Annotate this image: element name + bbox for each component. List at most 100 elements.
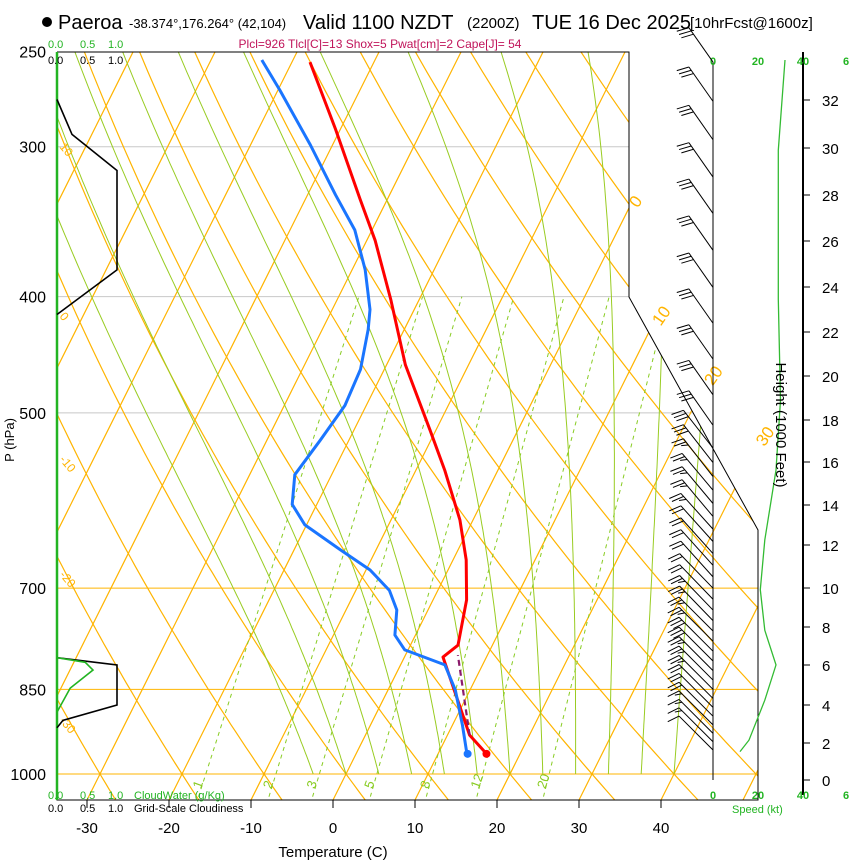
mixing-ratio-label: 8: [417, 778, 434, 790]
height-axis-label: Height (1000 Feet): [772, 362, 789, 487]
height-tick-label: 22: [822, 325, 839, 342]
moist-adiabat: [177, 52, 445, 775]
x-tick-label: 40: [653, 820, 670, 837]
cloudwater-tick-bottom: 1.0: [108, 790, 123, 802]
wind-barb: [669, 492, 714, 530]
cloudiness-tick-top: 0.0: [48, 55, 63, 67]
isotherm-label: 10: [648, 303, 674, 329]
cloudiness-tick-bottom: 0.5: [80, 803, 95, 815]
height-tick-label: 24: [822, 280, 839, 297]
wind-barb: [670, 479, 714, 517]
y-tick-label: 1000: [10, 767, 46, 784]
height-tick-label: 0: [822, 773, 830, 790]
height-tick-label: 8: [822, 620, 830, 637]
forecast-info: [10hrFcst@1600z]: [690, 15, 813, 32]
wind-barb: [667, 636, 714, 671]
height-tick-label: 30: [822, 141, 839, 158]
isotherm: [166, 52, 555, 800]
isotherm: [658, 52, 758, 800]
cloud-panel: [56, 99, 118, 729]
dry-adiabat-label: 0: [57, 309, 72, 323]
speed-tick-top: 20: [752, 56, 764, 68]
cloudwater-tick-bottom: 0.0: [48, 790, 63, 802]
wind-barb: [668, 553, 714, 589]
cloudwater-tick-top: 0.0: [48, 39, 63, 51]
dry-adiabat: [457, 52, 758, 800]
dry-adiabat: [620, 52, 758, 800]
moist-adiabat: [57, 52, 314, 775]
wind-barb: [671, 438, 714, 477]
height-tick-label: 32: [822, 93, 839, 110]
wind-speed-line: [739, 59, 786, 753]
height-tick-label: 28: [822, 188, 839, 205]
wind-barb: [667, 707, 714, 743]
y-tick-label: 250: [19, 45, 46, 62]
wind-barb: [668, 564, 714, 600]
dry-adiabat-label: -10: [57, 453, 79, 476]
mixing-ratio-label: 3: [303, 778, 320, 790]
temperature-line: [308, 61, 488, 755]
dry-adiabat: [840, 31, 850, 805]
x-axis-label: Temperature (C): [278, 844, 387, 860]
wind-barb: [667, 626, 714, 662]
wind-barb: [671, 409, 714, 449]
wind-barb: [676, 27, 714, 63]
isotherm: [57, 52, 391, 800]
station-marker-icon: [42, 17, 52, 27]
mixing-ratio-line: [195, 296, 360, 800]
valid-time: Valid 1100 NZDT: [303, 12, 453, 34]
isotherm: [84, 52, 473, 800]
cloudwater-tick-top: 1.0: [108, 39, 123, 51]
isotherm: [576, 52, 758, 800]
mixing-ratio-label: 20: [534, 772, 553, 791]
wind-panel: 0020204040660246810121416182022242628303…: [667, 27, 849, 802]
wind-barb: [676, 324, 714, 360]
x-tick-label: 10: [407, 820, 424, 837]
wind-barb: [676, 142, 714, 178]
plot-border: [56, 51, 759, 801]
station-name: Paeroa: [58, 12, 123, 34]
wind-barb: [669, 529, 714, 566]
dry-adiabat: [785, 31, 850, 805]
surface-dewpoint-dot: [463, 749, 472, 758]
mixing-ratio-line: [541, 296, 670, 800]
dry-adiabat: [130, 52, 620, 800]
dry-adiabat-label: -20: [57, 568, 79, 591]
isotherm-label: 20: [700, 363, 726, 389]
sounding-indices: Plcl=926 Tlcl[C]=13 Shox=5 Pwat[cm]=2 Ca…: [239, 37, 522, 51]
wind-barb: [676, 252, 714, 288]
wind-barb: [676, 178, 714, 214]
wind-barb: [667, 606, 714, 642]
dry-adiabat: [184, 52, 703, 800]
mixing-ratio-label: 5: [361, 778, 378, 790]
wind-barb: [670, 452, 714, 491]
speed-tick-top: 40: [797, 56, 809, 68]
dry-adiabat-label: 10: [57, 140, 77, 159]
moist-adiabat: [122, 52, 413, 775]
height-tick-label: 16: [822, 455, 839, 472]
mixing-ratio-label: 1: [189, 778, 206, 790]
wind-barb: [676, 215, 714, 251]
height-tick-label: 2: [822, 736, 830, 753]
cloud-fraction-line: [56, 99, 118, 316]
height-tick-label: 18: [822, 413, 839, 430]
height-tick-label: 26: [822, 234, 839, 251]
valid-date: TUE 16 Dec 2025: [532, 12, 691, 34]
mixing-ratio-line: [423, 296, 565, 800]
wind-barb: [669, 505, 714, 542]
x-tick-label: 0: [329, 820, 337, 837]
y-axis-label: P (hPa): [2, 418, 17, 462]
speed-tick-top: 6: [843, 56, 849, 68]
height-tick-label: 10: [822, 581, 839, 598]
cloud-water-line: [56, 656, 95, 713]
cloudiness-tick-bottom: 0.0: [48, 803, 63, 815]
speed-tick-bottom: 6: [843, 790, 849, 802]
wind-barb: [667, 664, 714, 699]
height-tick-label: 12: [822, 538, 839, 555]
isotherm: [248, 52, 637, 800]
isotherm: [57, 52, 309, 800]
cloudiness-tick-bottom: 1.0: [108, 803, 123, 815]
moist-adiabat: [57, 52, 347, 775]
